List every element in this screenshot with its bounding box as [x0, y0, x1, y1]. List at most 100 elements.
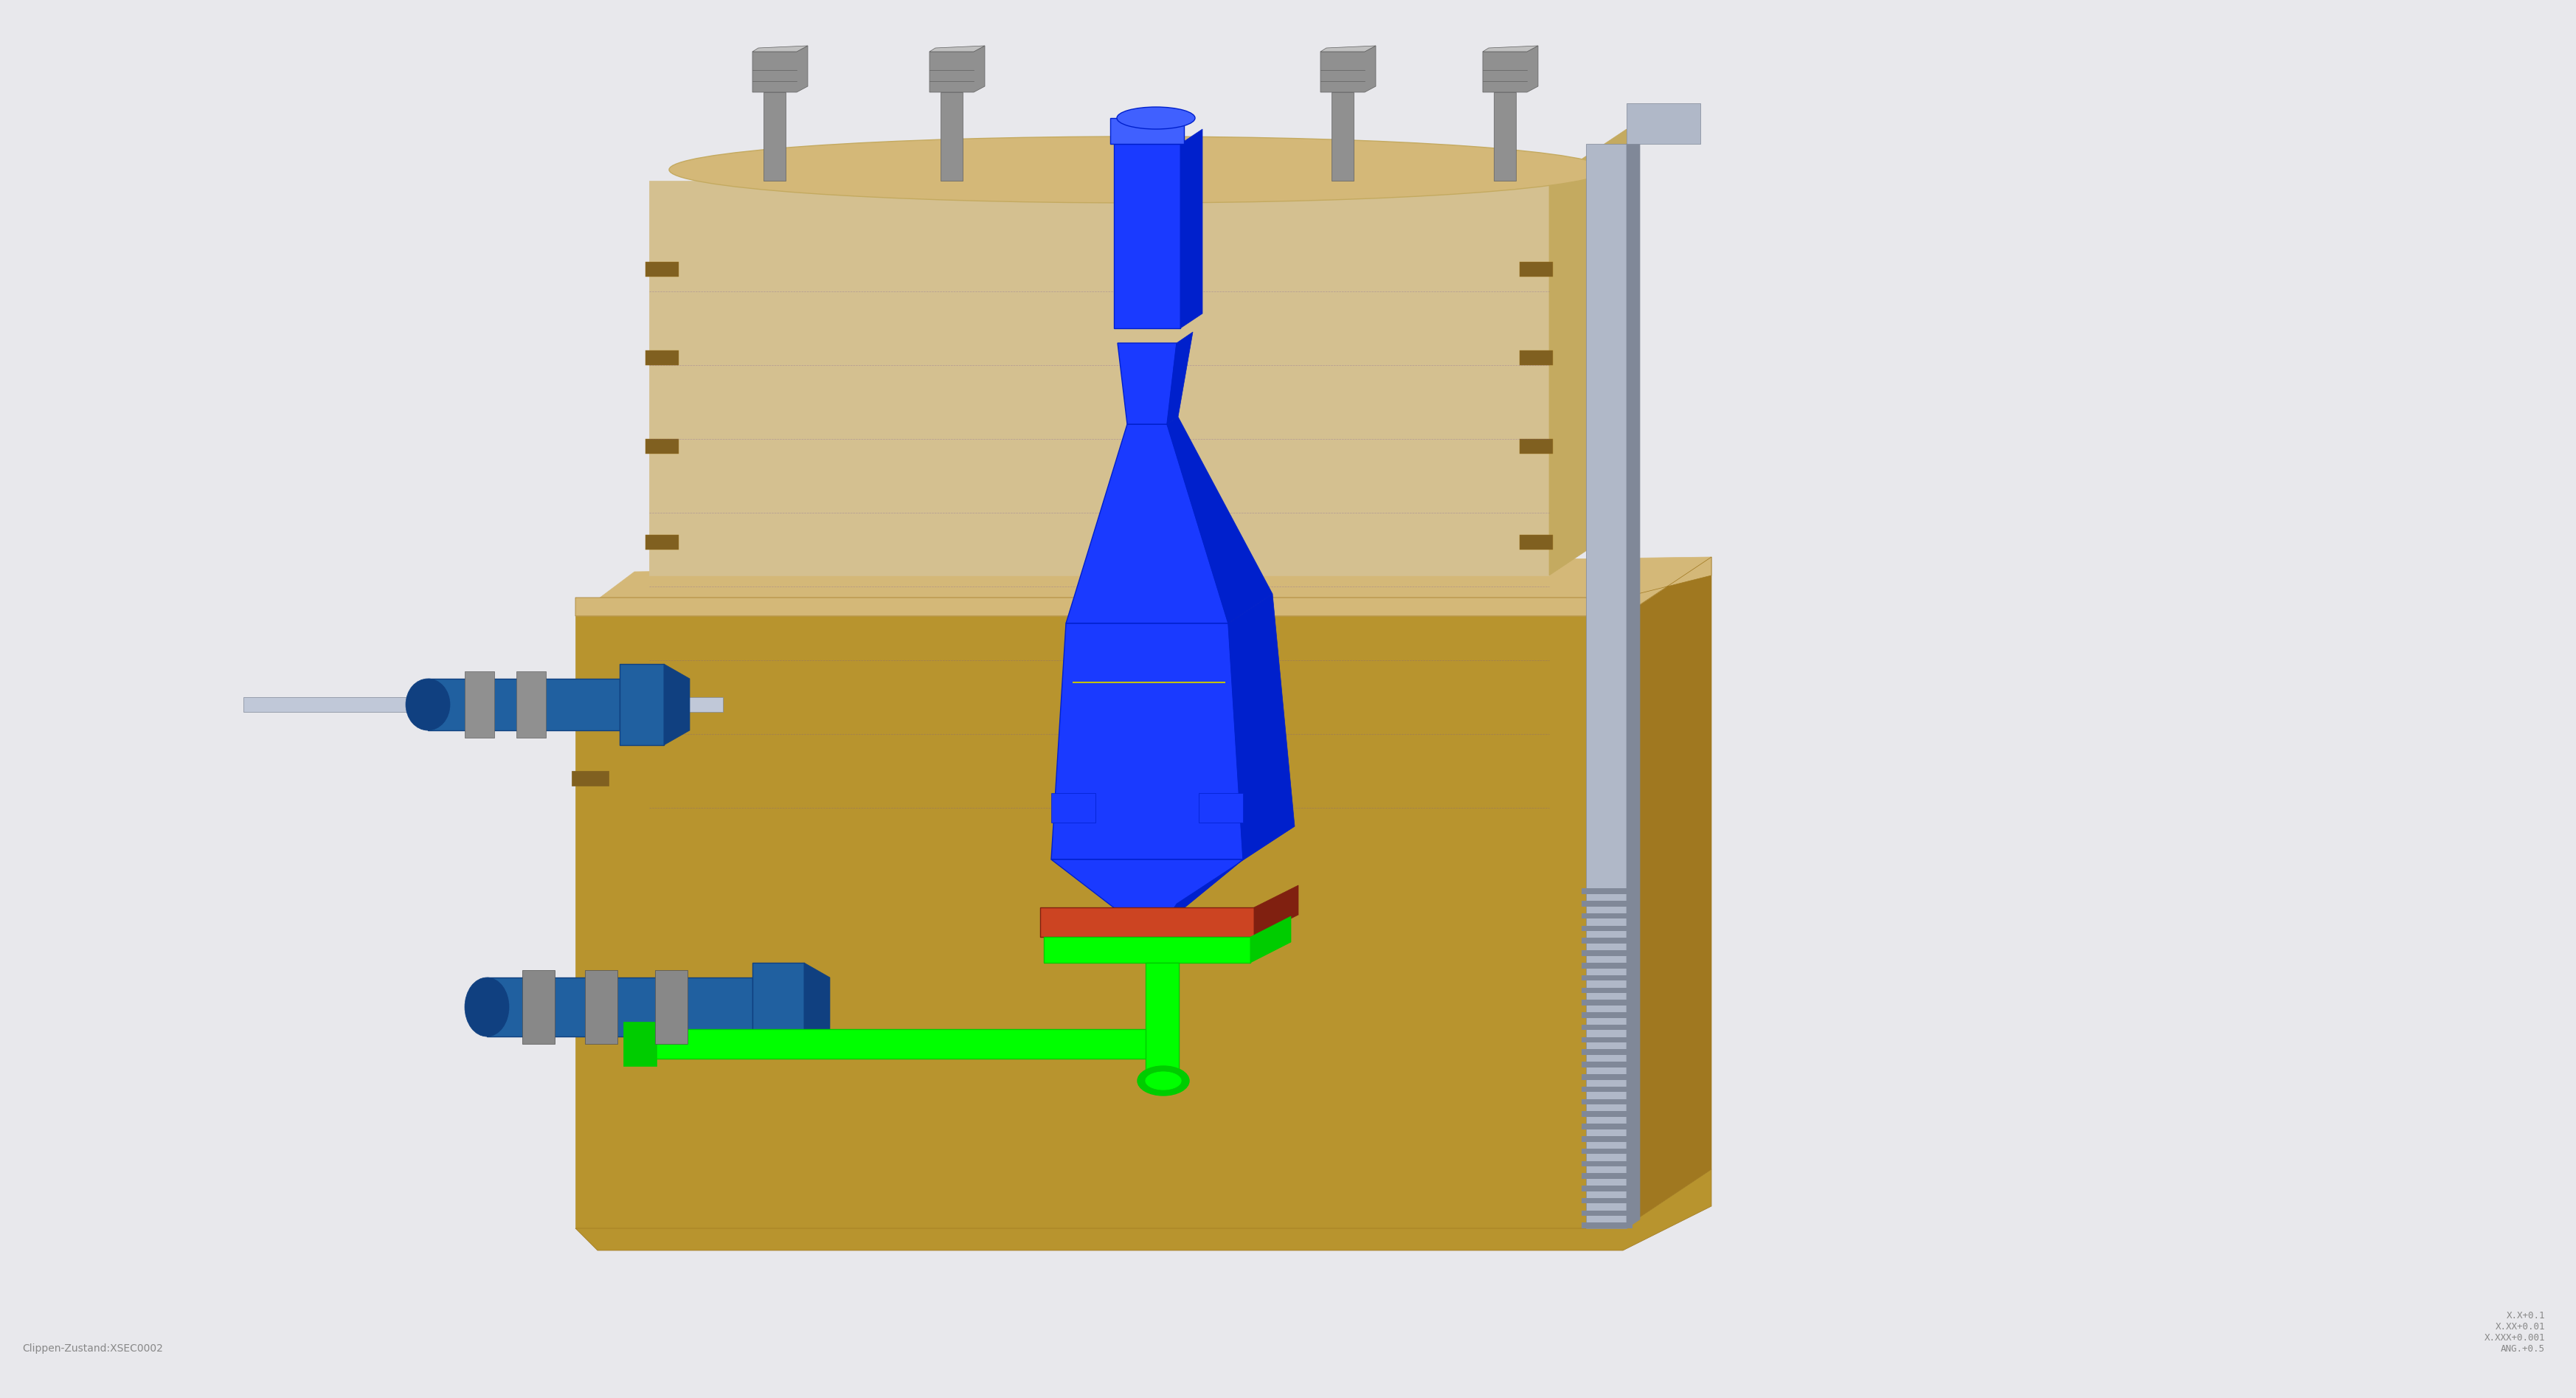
- Polygon shape: [1229, 594, 1296, 860]
- Polygon shape: [1321, 46, 1376, 92]
- Bar: [1582, 1198, 1633, 1204]
- Bar: [1041, 907, 1255, 937]
- Bar: [1582, 1050, 1633, 1055]
- Bar: [1589, 770, 1631, 786]
- Ellipse shape: [1139, 1067, 1190, 1096]
- Polygon shape: [1625, 136, 1641, 1229]
- Polygon shape: [804, 963, 829, 1051]
- Bar: [940, 92, 963, 180]
- Polygon shape: [1118, 343, 1177, 424]
- Bar: [1043, 937, 1249, 963]
- Bar: [1110, 117, 1185, 144]
- Polygon shape: [1623, 556, 1710, 1229]
- Bar: [762, 92, 786, 180]
- Polygon shape: [752, 46, 809, 52]
- Polygon shape: [649, 180, 1548, 576]
- Polygon shape: [1162, 826, 1296, 925]
- Bar: [1520, 535, 1553, 549]
- Polygon shape: [464, 671, 495, 738]
- Polygon shape: [1484, 46, 1538, 92]
- Bar: [647, 439, 677, 454]
- Bar: [626, 1029, 1162, 1058]
- Text: X.X+0.1
X.XX+0.01
X.XXX+0.001
ANG.+0.5: X.X+0.1 X.XX+0.01 X.XXX+0.001 ANG.+0.5: [2483, 1311, 2545, 1353]
- Polygon shape: [1051, 624, 1244, 860]
- Polygon shape: [574, 617, 1623, 1229]
- Bar: [1587, 144, 1625, 1229]
- Polygon shape: [930, 46, 984, 52]
- Bar: [1582, 1211, 1633, 1216]
- Ellipse shape: [1118, 108, 1195, 129]
- Bar: [1582, 974, 1633, 980]
- Polygon shape: [574, 1169, 1710, 1250]
- Polygon shape: [1249, 916, 1291, 963]
- Ellipse shape: [1144, 1071, 1182, 1090]
- Bar: [1113, 144, 1180, 329]
- Polygon shape: [523, 970, 554, 1044]
- Bar: [1582, 888, 1633, 893]
- Bar: [1494, 92, 1515, 180]
- Ellipse shape: [464, 977, 510, 1036]
- Bar: [1146, 963, 1180, 1081]
- Polygon shape: [1051, 793, 1095, 822]
- Polygon shape: [665, 664, 690, 745]
- Bar: [1582, 1074, 1633, 1079]
- Polygon shape: [1255, 885, 1298, 937]
- Polygon shape: [574, 556, 1710, 617]
- Polygon shape: [1167, 331, 1193, 424]
- Polygon shape: [1198, 793, 1244, 822]
- Polygon shape: [1548, 129, 1625, 576]
- Ellipse shape: [407, 678, 451, 730]
- Polygon shape: [515, 671, 546, 738]
- Ellipse shape: [670, 137, 1605, 203]
- Bar: [1520, 439, 1553, 454]
- Polygon shape: [752, 963, 804, 1051]
- Bar: [647, 261, 677, 277]
- Bar: [1582, 951, 1633, 956]
- Bar: [1582, 925, 1633, 931]
- Bar: [1582, 1124, 1633, 1130]
- Polygon shape: [1180, 129, 1203, 329]
- Bar: [572, 682, 608, 698]
- Bar: [1582, 1012, 1633, 1018]
- Polygon shape: [621, 664, 665, 745]
- Bar: [1582, 1186, 1633, 1191]
- Bar: [1582, 1173, 1633, 1179]
- Polygon shape: [930, 46, 984, 92]
- Bar: [1582, 900, 1633, 906]
- Polygon shape: [428, 678, 621, 730]
- Polygon shape: [1167, 417, 1273, 624]
- Polygon shape: [574, 556, 1710, 617]
- Polygon shape: [1051, 860, 1244, 934]
- Bar: [1582, 1099, 1633, 1104]
- Bar: [1582, 913, 1633, 918]
- Polygon shape: [654, 970, 688, 1044]
- Bar: [1582, 987, 1633, 993]
- Polygon shape: [1484, 46, 1538, 52]
- Polygon shape: [487, 977, 752, 1036]
- Polygon shape: [1625, 103, 1700, 144]
- Text: Clippen-Zustand:XSEC0002: Clippen-Zustand:XSEC0002: [23, 1343, 162, 1353]
- Bar: [245, 698, 724, 712]
- Bar: [1582, 963, 1633, 969]
- Bar: [1582, 1111, 1633, 1117]
- Polygon shape: [623, 1022, 657, 1067]
- Bar: [1582, 1223, 1633, 1229]
- Bar: [1582, 1000, 1633, 1005]
- Polygon shape: [585, 970, 618, 1044]
- Bar: [647, 535, 677, 549]
- Bar: [1332, 92, 1352, 180]
- Bar: [1582, 1160, 1633, 1166]
- Bar: [1520, 351, 1553, 365]
- Bar: [1582, 1086, 1633, 1092]
- Bar: [1582, 1037, 1633, 1043]
- Bar: [1582, 938, 1633, 944]
- Bar: [1582, 1148, 1633, 1153]
- Bar: [1520, 261, 1553, 277]
- Bar: [1582, 1061, 1633, 1067]
- Polygon shape: [752, 46, 809, 92]
- Bar: [572, 770, 608, 786]
- Bar: [647, 351, 677, 365]
- Bar: [1589, 682, 1631, 698]
- Bar: [1582, 1137, 1633, 1142]
- Polygon shape: [1321, 46, 1376, 52]
